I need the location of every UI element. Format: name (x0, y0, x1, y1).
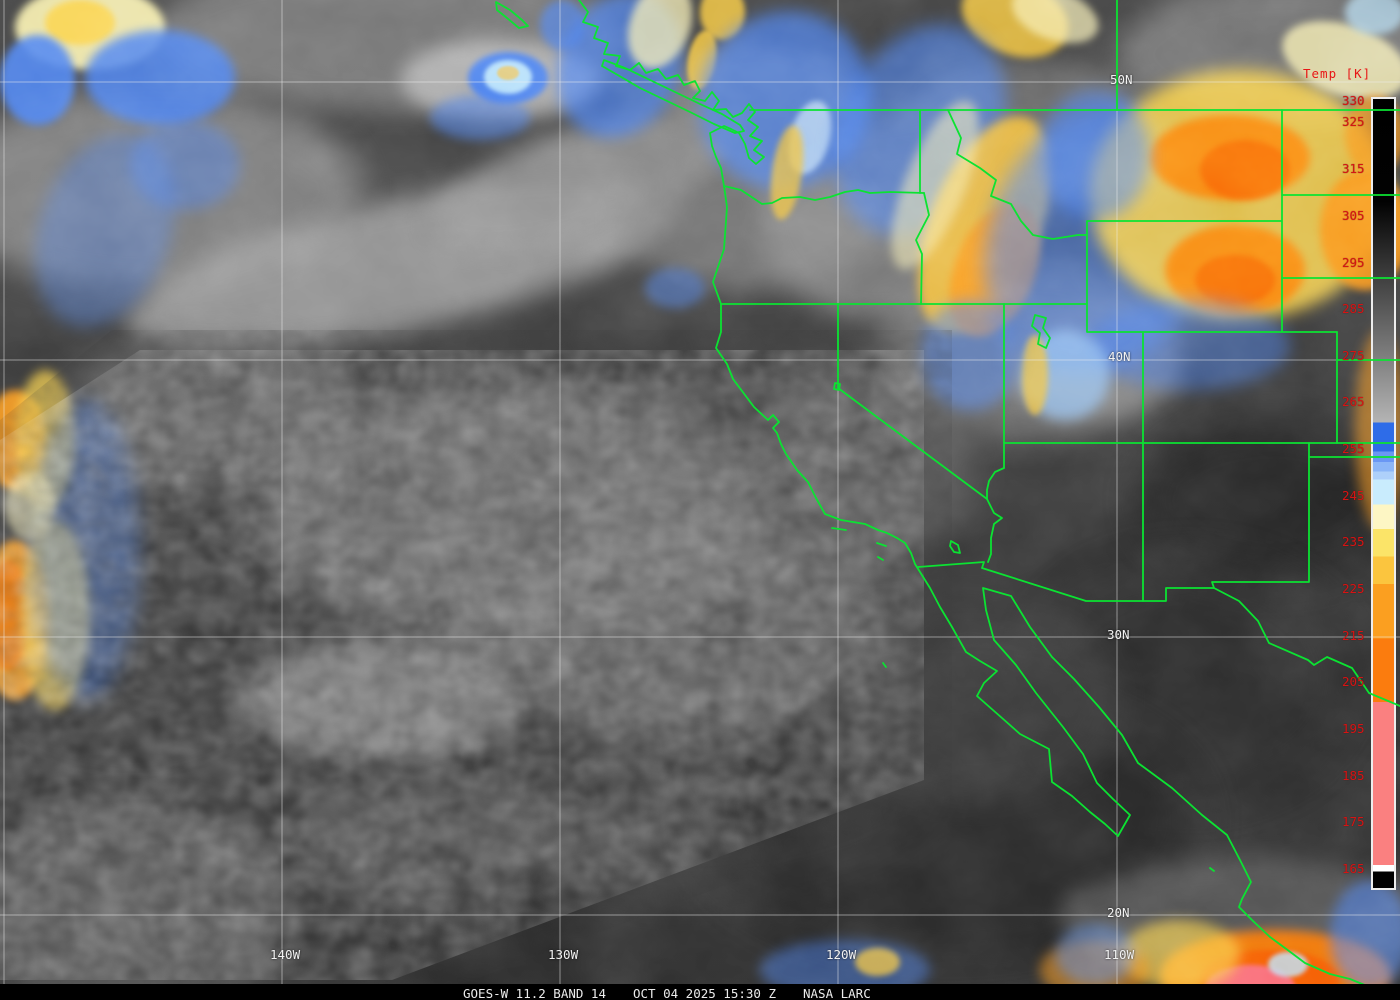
islas-marias (1209, 867, 1215, 872)
border-us-mexico (917, 561, 1400, 707)
colorbar-tick: 325 (1342, 114, 1365, 129)
guadalupe-island (882, 662, 887, 668)
caption-timestamp: OCT 04 2025 15:30 Z (633, 986, 776, 1000)
border-colorado-river (986, 467, 1005, 563)
lon-label-130w: 130W (548, 947, 579, 962)
caption-credit: NASA LARC (803, 986, 871, 1000)
colorbar-tick: 225 (1342, 581, 1365, 596)
colorbar-tick: 175 (1342, 814, 1365, 829)
border-tx-nm (1211, 442, 1310, 589)
caption-source: GOES-W 11.2 BAND 14 (463, 986, 606, 1000)
colorbar-tick: 235 (1342, 534, 1365, 549)
colorbar-tick: 315 (1342, 161, 1365, 176)
colorbar-tick: 285 (1342, 301, 1365, 316)
colorbar-tick: 215 (1342, 628, 1365, 643)
border-ca-nv (837, 303, 988, 500)
lon-label-140w: 140W (270, 947, 301, 962)
colorbar-tick: 330 (1342, 93, 1365, 108)
coastline-vancouver-island (601, 59, 745, 134)
border-wa-or (723, 185, 925, 205)
colorbar-tick: 255 (1342, 441, 1365, 456)
colorbar-tick: 305 (1342, 208, 1365, 223)
great-salt-lake (1031, 314, 1051, 349)
colorbar-tick: 275 (1342, 348, 1365, 363)
colorbar-tick: 245 (1342, 488, 1365, 503)
border-wyoming (1086, 109, 1338, 333)
lon-label-110w: 110W (1104, 947, 1135, 962)
coastline-haida-gwaii (495, 1, 529, 29)
colorbar-tick: 295 (1342, 255, 1365, 270)
channel-islands (831, 527, 887, 561)
lat-label-50n: 50N (1110, 72, 1133, 87)
lat-label-40n: 40N (1108, 349, 1131, 364)
lat-label-30n: 30N (1107, 627, 1130, 642)
colorbar-tick: 195 (1342, 721, 1365, 736)
lat-label-20n: 20N (1107, 905, 1130, 920)
caption-bar: GOES-W 11.2 BAND 14 OCT 04 2025 15:30 Z … (0, 984, 1400, 1000)
lon-label-120w: 120W (826, 947, 857, 962)
temp-scale-title: Temp [K] (1303, 66, 1372, 81)
colorbar-tick: 185 (1342, 768, 1365, 783)
colorbar-tick: 265 (1342, 394, 1365, 409)
coastline-pacific (578, 0, 1373, 989)
colorbar-tick: 205 (1342, 674, 1365, 689)
border-or-id (915, 192, 930, 305)
lake-tahoe (833, 382, 841, 391)
salton-sea (949, 540, 961, 554)
temperature-colorbar (1371, 97, 1396, 890)
border-id-mt (947, 109, 1088, 240)
colorbar-tick: 165 (1342, 861, 1365, 876)
